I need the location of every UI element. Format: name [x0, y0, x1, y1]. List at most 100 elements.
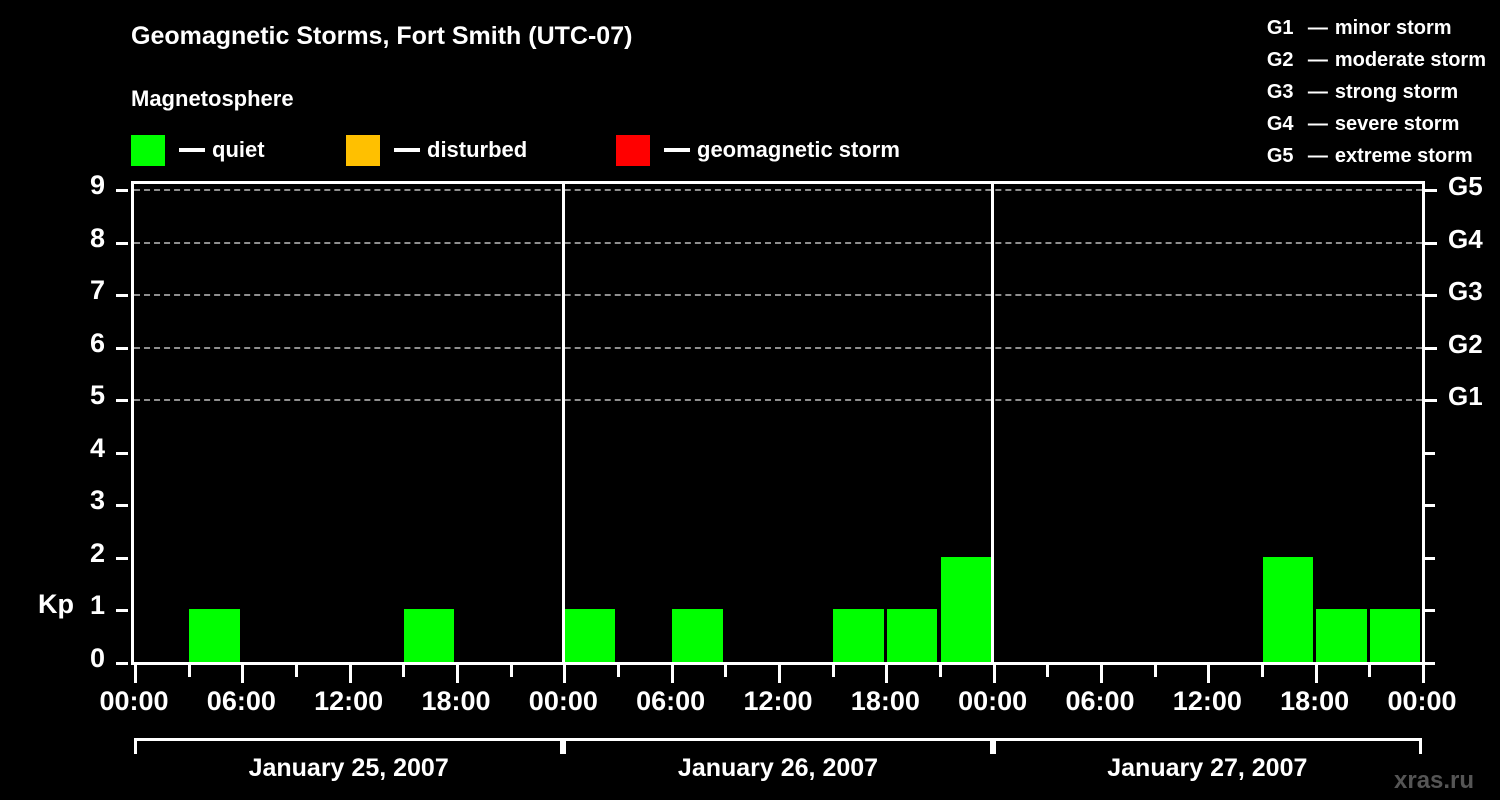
bar-21: [1262, 556, 1314, 662]
date-label-2: January 27, 2007: [1107, 754, 1308, 782]
watermark: xras.ru: [1394, 767, 1475, 794]
x-tick-18: [1100, 665, 1103, 683]
y-tick-label-9: 9: [89, 170, 105, 201]
y-right-minor-tick-3: [1425, 504, 1435, 508]
gscale-dash-icon: —: [1307, 80, 1328, 103]
x-tick-15: [939, 665, 942, 677]
quiet-swatch: [131, 134, 165, 166]
gscale-description: severe storm: [1334, 112, 1460, 135]
gscale-description: moderate storm: [1334, 48, 1486, 71]
x-tick-10: [670, 665, 674, 683]
date-bracket-0: [134, 738, 564, 754]
gridline-kp-8: [134, 241, 1422, 244]
bar-8: [564, 609, 616, 662]
x-tick-16: [992, 665, 996, 683]
gscale-row-g3: G3 — strong storm: [1267, 76, 1486, 108]
y-tick-label-6: 6: [89, 327, 105, 358]
bar-1: [189, 609, 240, 662]
plot-inner: [134, 184, 1422, 662]
x-tick-3: [295, 665, 298, 677]
x-tick-label-0: 00:00: [99, 686, 169, 716]
legend-label: quiet: [212, 137, 265, 162]
y-tick-0: [116, 662, 128, 665]
y-right-tick-G3: [1425, 294, 1437, 298]
x-tick-11: [724, 665, 728, 677]
x-tick-label-3: 18:00: [421, 686, 491, 716]
y-tick-9: [116, 189, 128, 193]
y-tick-5: [116, 399, 128, 403]
legend-item-0: quiet: [131, 133, 265, 167]
x-tick-label-9: 06:00: [1065, 686, 1135, 716]
y-right-tick-G2: [1425, 346, 1437, 350]
x-tick-7: [509, 665, 513, 677]
bar-22: [1316, 609, 1367, 662]
y-tick-label-5: 5: [89, 380, 105, 411]
x-tick-21: [1261, 665, 1264, 677]
x-tick-0: [134, 665, 137, 683]
y-right-minor-tick-4: [1425, 451, 1435, 455]
y-right-minor-tick-2: [1425, 556, 1435, 560]
x-tick-label-4: 00:00: [528, 686, 598, 716]
y-tick-1: [116, 609, 128, 613]
x-tick-1: [187, 665, 191, 677]
y-tick-label-3: 3: [89, 485, 105, 516]
y-tick-3: [116, 504, 128, 508]
legend-label: geomagnetic storm: [697, 137, 900, 162]
x-tick-20: [1207, 665, 1211, 683]
gscale-row-g4: G4 — severe storm: [1267, 108, 1486, 140]
x-tick-label-7: 18:00: [850, 686, 920, 716]
y-right-label-G5: G5: [1448, 171, 1483, 202]
gscale-dash-icon: —: [1307, 48, 1328, 71]
gridline-kp-5: [134, 399, 1422, 402]
gscale-code: G5: [1266, 144, 1294, 167]
gscale-code: G3: [1266, 80, 1294, 103]
x-tick-label-10: 12:00: [1172, 686, 1242, 716]
y-tick-label-2: 2: [89, 537, 105, 568]
gridline-kp-7: [134, 294, 1422, 297]
page-title: Geomagnetic Storms, Fort Smith (UTC-07): [131, 22, 633, 50]
gscale-dash-icon: —: [1307, 16, 1328, 39]
gscale-code: G4: [1266, 112, 1294, 135]
legend-item-2: geomagnetic storm: [616, 133, 900, 167]
date-label-0: January 25, 2007: [248, 754, 449, 782]
day-separator-1: [561, 184, 565, 662]
bar-13: [833, 609, 884, 662]
storm-swatch: [616, 134, 650, 166]
y-right-tick-G1: [1425, 399, 1437, 403]
gridline-kp-6: [134, 346, 1422, 349]
x-tick-6: [456, 665, 459, 683]
y-tick-7: [116, 294, 128, 298]
y-right-tick-G5: [1425, 189, 1437, 193]
x-tick-label-8: 00:00: [958, 686, 1028, 716]
x-tick-4: [348, 665, 352, 683]
plot-area: [131, 181, 1425, 665]
bar-23: [1369, 609, 1421, 662]
y-right-minor-tick-1: [1425, 609, 1435, 613]
bar-15: [940, 556, 992, 662]
date-label-1: January 26, 2007: [677, 754, 879, 782]
y-right-label-G3: G3: [1448, 276, 1483, 307]
x-tick-2: [241, 665, 245, 683]
y-right-label-G2: G2: [1448, 328, 1483, 359]
x-tick-label-12: 00:00: [1387, 686, 1457, 716]
legend-dash-icon: [664, 148, 690, 152]
day-separator-2: [991, 184, 995, 662]
x-tick-5: [402, 665, 406, 677]
bar-10: [672, 609, 723, 662]
y-tick-label-0: 0: [89, 643, 105, 673]
gscale-key: G1 — minor storm G2 — moderate storm G3 — strong…: [1267, 12, 1486, 172]
gscale-dash-icon: —: [1307, 144, 1328, 167]
x-tick-label-1: 06:00: [206, 686, 276, 716]
gscale-row-g2: G2 — moderate storm: [1267, 44, 1486, 76]
legend-label: disturbed: [427, 137, 528, 162]
x-tick-22: [1314, 665, 1318, 683]
x-tick-9: [617, 665, 620, 677]
x-tick-14: [885, 665, 889, 683]
legend-dash-icon: [394, 148, 420, 152]
y-right-label-G1: G1: [1448, 381, 1483, 412]
x-tick-23: [1368, 665, 1372, 677]
y-tick-6: [116, 346, 128, 350]
date-bracket-2: [992, 738, 1422, 754]
x-tick-24: [1422, 665, 1425, 683]
y-tick-label-4: 4: [89, 432, 105, 463]
